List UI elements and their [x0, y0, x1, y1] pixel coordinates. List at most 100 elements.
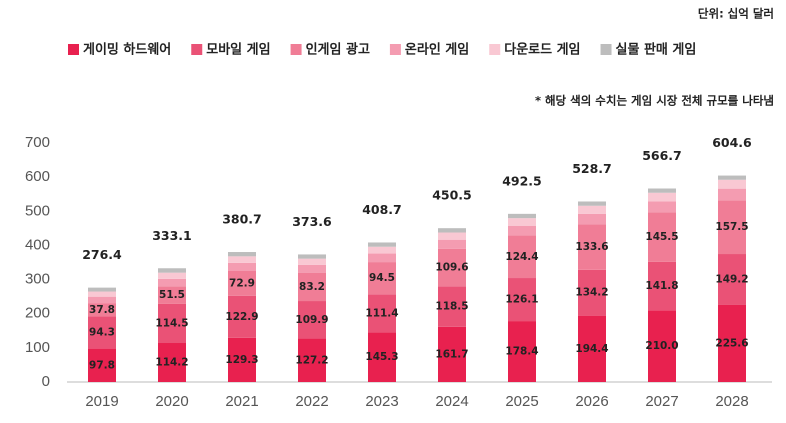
legend-swatch: [489, 44, 501, 55]
bar-segment: [368, 332, 396, 382]
y-tick-label: 400: [25, 236, 50, 253]
bar-segment: [228, 262, 256, 272]
bar-segment: [298, 301, 326, 339]
bar-segment: [438, 232, 466, 240]
bar-segment: [438, 228, 466, 233]
segment-label: 157.5: [715, 221, 748, 233]
x-tick-label: 2020: [155, 393, 188, 410]
bar-segment: [578, 224, 606, 270]
segment-label: 114.5: [155, 317, 188, 329]
bar-segment: [88, 348, 116, 382]
segment-label: 134.2: [575, 287, 608, 299]
bar-segment: [578, 205, 606, 214]
bar-segment: [298, 272, 326, 302]
bar-segment: [438, 239, 466, 249]
bar-segment: [228, 271, 256, 296]
total-label: 276.4: [82, 247, 122, 262]
legend-swatch: [600, 44, 612, 55]
x-tick-label: 2024: [435, 393, 468, 410]
legend-swatch: [191, 44, 203, 55]
segment-label: 83.2: [299, 281, 325, 293]
unit-note: 단위: 십억 달러: [698, 7, 774, 21]
segment-label: 97.8: [89, 359, 115, 371]
y-tick-label: 0: [42, 373, 50, 390]
bar-segment: [718, 179, 746, 189]
bar-segment: [508, 321, 536, 382]
bar-segment: [298, 264, 326, 273]
legend-swatch: [290, 44, 302, 55]
bar-segment: [368, 242, 396, 247]
bar-segment: [718, 188, 746, 201]
annotation: * 해당 색의 수치는 게임 시장 전체 규모를 나타냄: [535, 94, 774, 108]
bar-segment: [368, 294, 396, 333]
segment-label: 225.6: [715, 337, 748, 349]
segment-label: 210.0: [645, 340, 678, 352]
segment-label: 109.9: [295, 314, 328, 326]
segment-label: 149.2: [715, 274, 748, 286]
legend-label: 인게임 광고: [306, 42, 370, 58]
bar-segment: [578, 315, 606, 382]
bar-segment: [648, 192, 676, 202]
total-label: 408.7: [362, 202, 402, 217]
bar-segment: [578, 269, 606, 316]
segment-label: 129.3: [225, 354, 258, 366]
bar-segment: [228, 256, 256, 263]
bar-segment: [718, 200, 746, 255]
y-tick-label: 600: [25, 168, 50, 185]
legend-label: 온라인 게임: [405, 42, 469, 58]
segment-label: 133.6: [575, 241, 608, 253]
bar-segment: [158, 343, 186, 382]
bar-segment: [88, 316, 116, 349]
bar-segment: [718, 175, 746, 180]
bar-segment: [88, 291, 116, 297]
bar-segment: [368, 246, 396, 254]
total-label: 566.7: [642, 148, 682, 163]
bar-segment: [438, 248, 466, 287]
y-tick-label: 300: [25, 271, 50, 288]
total-label: 492.5: [502, 173, 542, 188]
bar-segment: [158, 286, 186, 304]
segment-label: 37.8: [89, 304, 115, 316]
bar-segment: [508, 278, 536, 322]
segment-label: 127.2: [295, 354, 328, 366]
bar-segment: [158, 272, 186, 279]
segment-label: 122.9: [225, 311, 258, 323]
segment-label: 161.7: [435, 348, 468, 360]
segment-label: 126.1: [505, 294, 538, 306]
bar-segment: [228, 252, 256, 257]
segment-label: 51.5: [159, 289, 185, 301]
segment-label: 124.4: [505, 251, 538, 263]
bar-segment: [88, 287, 116, 292]
bar-segment: [648, 261, 676, 311]
bar-segment: [718, 304, 746, 382]
x-tick-label: 2028: [715, 393, 748, 410]
bar-segment: [718, 254, 746, 305]
bar-segment: [298, 258, 326, 265]
bar-segment: [298, 338, 326, 382]
segment-label: 94.5: [369, 272, 395, 284]
bar-segment: [648, 310, 676, 382]
bar-segment: [158, 278, 186, 287]
y-tick-label: 500: [25, 202, 50, 219]
y-tick-label: 100: [25, 339, 50, 356]
bar-segment: [648, 201, 676, 213]
bar-segment: [228, 295, 256, 338]
segment-label: 94.3: [89, 327, 115, 339]
segment-label: 118.5: [435, 301, 468, 313]
legend-swatch: [68, 44, 79, 55]
bar-segment: [158, 303, 186, 344]
bar-segment: [88, 296, 116, 304]
bar-segment: [368, 262, 396, 295]
bar-segment: [228, 337, 256, 382]
bar-segment: [648, 188, 676, 193]
bar-segment: [578, 201, 606, 206]
x-tick-label: 2022: [295, 393, 328, 410]
bar-segment: [88, 303, 116, 317]
bar-segment: [648, 212, 676, 262]
segment-label: 194.4: [575, 343, 608, 355]
segment-label: 145.5: [645, 231, 678, 243]
bar-segment: [368, 253, 396, 263]
total-label: 528.7: [572, 161, 612, 176]
